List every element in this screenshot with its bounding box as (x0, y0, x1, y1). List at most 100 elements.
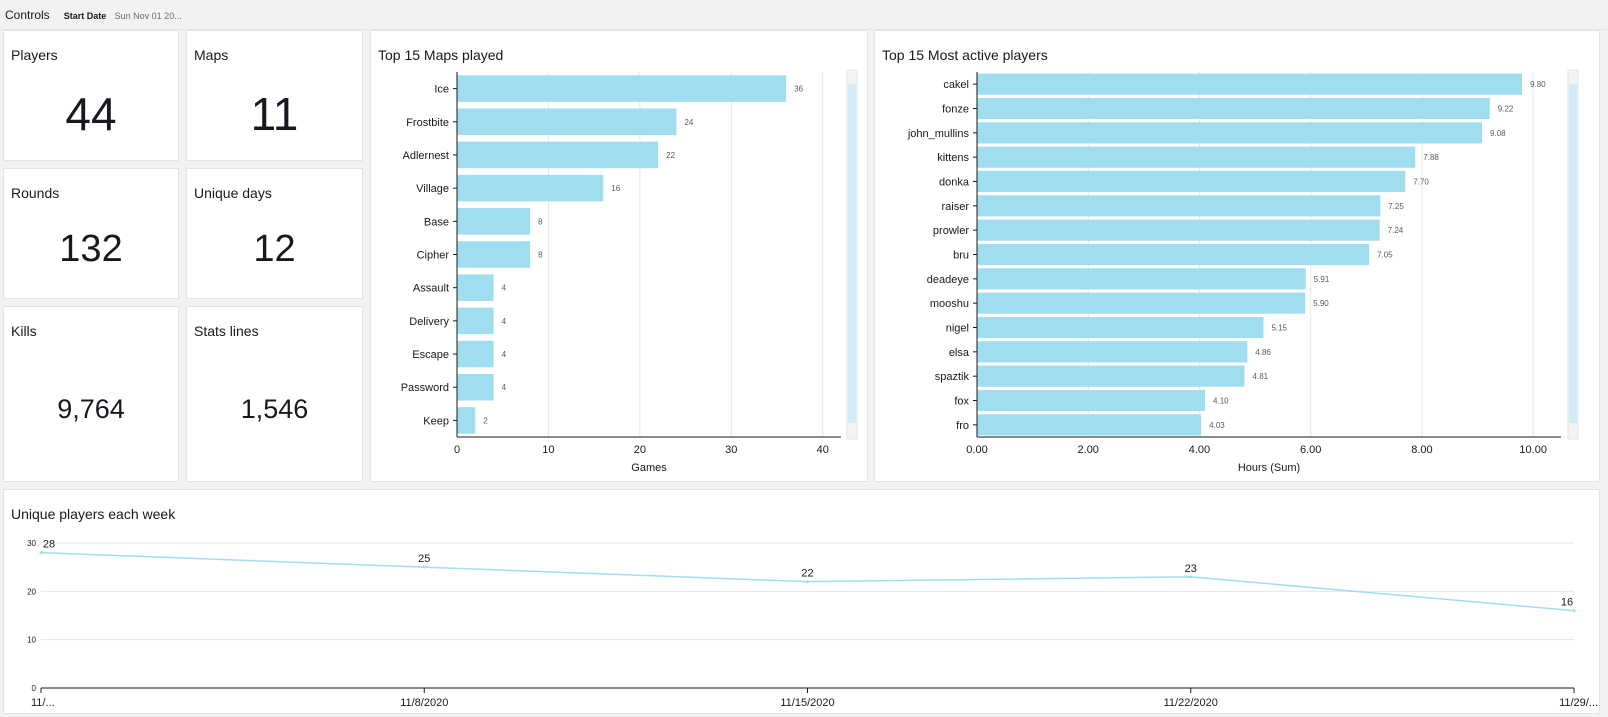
bar (977, 219, 1380, 241)
scrollbar-thumb[interactable] (848, 84, 856, 423)
bar (457, 373, 494, 401)
category-label: prowler (933, 225, 969, 237)
bar (457, 274, 494, 301)
bar (457, 407, 476, 434)
kpi-card-stats-lines[interactable]: Stats lines 1,546 (186, 306, 363, 482)
bar (977, 170, 1406, 193)
controls-toggle[interactable]: Controls (5, 7, 50, 22)
bar (977, 341, 1248, 363)
x-tick-label: 11/15/2020 (780, 697, 834, 709)
category-label: nigel (946, 323, 969, 335)
data-label: 7.24 (1388, 226, 1404, 235)
category-label: john_mullins (907, 128, 970, 140)
category-label: Base (424, 216, 449, 228)
x-tick-label: 2.00 (1078, 444, 1099, 456)
data-label: 4 (502, 350, 507, 359)
data-label: 16 (1561, 597, 1573, 609)
kpi-value: 11 (250, 88, 299, 140)
category-label: donka (939, 177, 970, 189)
category-label: spaztik (935, 371, 970, 383)
x-tick-label: 10 (542, 444, 554, 456)
y-tick-label: 0 (32, 684, 37, 693)
data-point (806, 580, 809, 584)
data-point (39, 551, 43, 555)
data-label: 7.88 (1423, 153, 1439, 162)
data-label: 24 (684, 118, 693, 127)
data-label: 4.86 (1255, 348, 1271, 357)
category-label: fonze (942, 104, 969, 116)
kpi-title: Players (11, 47, 58, 63)
category-label: raiser (941, 201, 969, 213)
players-bar-chart: 0.00 2.00 4.00 6.00 8.00 10.00 cakel 9.80 fonze 9… (907, 69, 1579, 474)
category-label: kittens (937, 152, 969, 164)
data-label: 23 (1185, 563, 1197, 575)
kpi-value: 44 (65, 88, 117, 140)
players-chart-card[interactable]: Top 15 Most active players 0.00 2.00 4.00 6… (874, 30, 1600, 482)
start-date-control[interactable]: Start Date Sun Nov 01 20... (64, 6, 182, 24)
category-label: Assault (413, 283, 449, 295)
kpi-card-rounds[interactable]: Rounds 132 (3, 168, 179, 299)
data-label: 4 (502, 284, 507, 293)
category-label: bru (953, 250, 969, 262)
bar (457, 307, 494, 335)
bar (457, 174, 604, 202)
category-label: Frostbite (406, 117, 449, 129)
y-tick-label: 20 (27, 587, 36, 596)
category-label: fro (956, 420, 969, 432)
data-point (422, 565, 426, 569)
x-tick-label: 6.00 (1300, 444, 1321, 456)
bar (977, 146, 1416, 168)
scrollbar-thumb[interactable] (1569, 84, 1577, 423)
y-tick-label: 30 (27, 539, 36, 548)
data-label: 8 (538, 217, 543, 226)
data-label: 8 (538, 251, 543, 260)
x-tick-label: 0 (454, 444, 460, 456)
x-tick-label: 0.00 (966, 444, 987, 456)
bar (457, 241, 531, 268)
kpi-value: 9,764 (57, 394, 125, 424)
start-date-label: Start Date (63, 10, 107, 21)
x-tick-label: 30 (725, 444, 737, 456)
kpi-card-maps[interactable]: Maps 11 (186, 30, 363, 161)
data-point (1572, 609, 1576, 613)
category-label: fox (954, 396, 969, 408)
maps-chart-card[interactable]: Top 15 Maps played 0 10 20 30 40 Ice 36 Frostbi… (370, 30, 868, 482)
chart-title: Unique players each week (11, 506, 176, 522)
data-label: 25 (418, 553, 430, 565)
kpi-card-players[interactable]: Players 44 (3, 30, 179, 161)
x-axis-title: Hours (Sum) (1238, 462, 1300, 474)
bar (977, 316, 1264, 339)
bar (457, 208, 531, 235)
controls-bar: Controls Start Date Sun Nov 01 20... (0, 0, 1608, 30)
data-label: 4.10 (1213, 397, 1229, 406)
chart-title: Top 15 Maps played (378, 47, 504, 63)
x-tick-label: 20 (634, 444, 646, 456)
kpi-title: Rounds (11, 185, 60, 201)
bar (457, 340, 494, 368)
kpi-title: Maps (194, 47, 229, 63)
weekly-chart-card[interactable]: Unique players each week 0 10 20 30 11/... 11… (3, 489, 1600, 714)
kpi-card-kills[interactable]: Kills 9,764 (3, 306, 179, 482)
start-date-value: Sun Nov 01 20... (114, 10, 182, 21)
kpi-title: Stats lines (194, 323, 259, 339)
bar (977, 195, 1381, 217)
category-label: Escape (412, 349, 449, 361)
category-label: Adlernest (403, 150, 449, 162)
x-tick-label: 40 (817, 444, 829, 456)
kpi-card-unique-days[interactable]: Unique days 12 (186, 168, 363, 299)
data-label: 5.90 (1313, 299, 1329, 308)
category-label: mooshu (930, 298, 969, 310)
x-tick-label: 4.00 (1189, 444, 1210, 456)
category-label: elsa (949, 347, 970, 359)
category-label: Cipher (417, 250, 450, 262)
kpi-title: Unique days (194, 185, 272, 201)
x-tick-label: 10.00 (1519, 444, 1547, 456)
category-label: Village (416, 183, 449, 195)
bar (977, 97, 1490, 120)
x-tick-label: 11/... (31, 697, 55, 709)
data-label: 4 (502, 383, 507, 392)
data-label: 22 (666, 151, 675, 160)
category-label: Ice (434, 84, 449, 96)
chart-title: Top 15 Most active players (882, 47, 1048, 63)
